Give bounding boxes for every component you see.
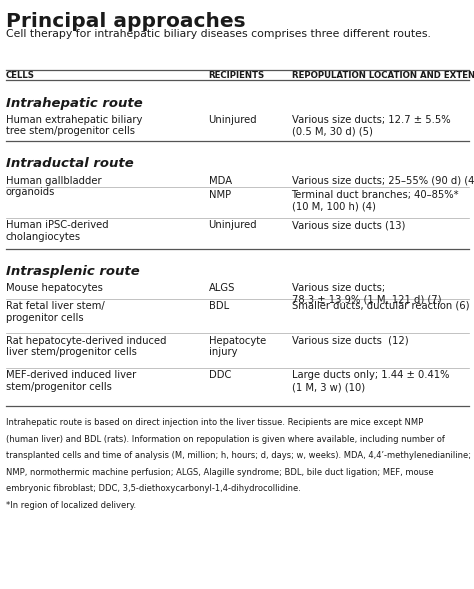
- Text: MDA: MDA: [209, 176, 232, 186]
- Text: DDC: DDC: [209, 370, 231, 380]
- Text: Various size ducts; 12.7 ± 5.5%
(0.5 M, 30 d) (5): Various size ducts; 12.7 ± 5.5% (0.5 M, …: [292, 115, 450, 137]
- Text: Various size ducts  (12): Various size ducts (12): [292, 336, 408, 346]
- Text: Various size ducts (13): Various size ducts (13): [292, 220, 405, 230]
- Text: Principal approaches: Principal approaches: [6, 12, 246, 31]
- Text: *In region of localized delivery.: *In region of localized delivery.: [6, 501, 136, 509]
- Text: NMP, normothermic machine perfusion; ALGS, Alagille syndrome; BDL, bile duct lig: NMP, normothermic machine perfusion; ALG…: [6, 468, 433, 477]
- Text: Large ducts only; 1.44 ± 0.41%
(1 M, 3 w) (10): Large ducts only; 1.44 ± 0.41% (1 M, 3 w…: [292, 370, 449, 392]
- Text: Human extrahepatic biliary
tree stem/progenitor cells: Human extrahepatic biliary tree stem/pro…: [6, 115, 142, 137]
- Text: Cell therapy for intrahepatic biliary diseases comprises three different routes.: Cell therapy for intrahepatic biliary di…: [6, 29, 430, 39]
- Text: ALGS: ALGS: [209, 283, 235, 293]
- Text: REPOPULATION LOCATION AND EXTENT: REPOPULATION LOCATION AND EXTENT: [292, 71, 474, 80]
- Text: NMP: NMP: [209, 190, 231, 200]
- Text: transplanted cells and time of analysis (M, million; h, hours; d, days; w, weeks: transplanted cells and time of analysis …: [6, 451, 471, 460]
- Text: Intrasplenic route: Intrasplenic route: [6, 265, 139, 278]
- Text: Human iPSC-derived
cholangiocytes: Human iPSC-derived cholangiocytes: [6, 220, 109, 242]
- Text: Intrahepatic route is based on direct injection into the liver tissue. Recipient: Intrahepatic route is based on direct in…: [6, 418, 423, 427]
- Text: Various size ducts;
78.3 ± 13.9% (1 M, 121 d) (7): Various size ducts; 78.3 ± 13.9% (1 M, 1…: [292, 283, 441, 305]
- Text: Human gallbladder
organoids: Human gallbladder organoids: [6, 176, 101, 197]
- Text: Intrahepatic route: Intrahepatic route: [6, 97, 143, 110]
- Text: MEF-derived induced liver
stem/progenitor cells: MEF-derived induced liver stem/progenito…: [6, 370, 136, 392]
- Text: CELLS: CELLS: [6, 71, 35, 80]
- Text: RECIPIENTS: RECIPIENTS: [209, 71, 265, 80]
- Text: Terminal duct branches; 40–85%*
(10 M, 100 h) (4): Terminal duct branches; 40–85%* (10 M, 1…: [292, 190, 459, 211]
- Text: Uninjured: Uninjured: [209, 115, 257, 125]
- Text: Uninjured: Uninjured: [209, 220, 257, 230]
- Text: Various size ducts; 25–55% (90 d) (4): Various size ducts; 25–55% (90 d) (4): [292, 176, 474, 186]
- Text: Rat hepatocyte-derived induced
liver stem/progenitor cells: Rat hepatocyte-derived induced liver ste…: [6, 336, 166, 358]
- Text: Hepatocyte
injury: Hepatocyte injury: [209, 336, 266, 358]
- Text: (human liver) and BDL (rats). Information on repopulation is given where availab: (human liver) and BDL (rats). Informatio…: [6, 435, 445, 444]
- Text: Intraductal route: Intraductal route: [6, 157, 134, 170]
- Text: Mouse hepatocytes: Mouse hepatocytes: [6, 283, 102, 293]
- Text: BDL: BDL: [209, 301, 228, 311]
- Text: Smaller ducts, ductular reaction (6): Smaller ducts, ductular reaction (6): [292, 301, 469, 311]
- Text: Rat fetal liver stem/
progenitor cells: Rat fetal liver stem/ progenitor cells: [6, 301, 104, 323]
- Text: embryonic fibroblast; DDC, 3,5-diethoxycarbonyl-1,4-dihydrocollidine.: embryonic fibroblast; DDC, 3,5-diethoxyc…: [6, 484, 301, 493]
